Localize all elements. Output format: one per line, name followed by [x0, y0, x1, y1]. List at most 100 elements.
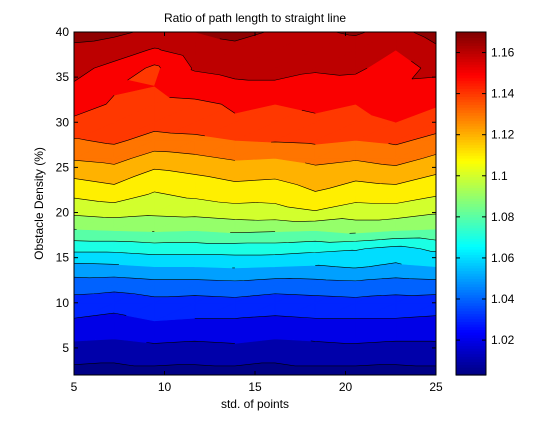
colorbar-swatch: [456, 125, 486, 130]
y-tick-label: 25: [56, 160, 70, 174]
colorbar-swatch: [456, 141, 486, 146]
contour-line: [73, 130, 437, 146]
colorbar-swatch: [456, 259, 486, 264]
colorbar-swatch: [456, 139, 486, 143]
colorbar-swatch: [456, 37, 486, 41]
colorbar-swatch: [456, 334, 486, 339]
chart-title: Ratio of path length to straight line: [164, 11, 346, 25]
colorbar-swatch: [456, 324, 486, 328]
colorbar-tick-label: 1.06: [491, 251, 515, 265]
colorbar-swatch: [456, 251, 486, 256]
colorbar-swatch: [456, 66, 486, 71]
colorbar-swatch: [456, 157, 486, 162]
colorbar-swatch: [456, 275, 486, 280]
colorbar-swatch: [456, 361, 486, 365]
x-tick-label: 10: [158, 380, 172, 394]
colorbar-swatch: [456, 267, 486, 272]
colorbar-swatch: [456, 305, 486, 309]
colorbar-swatch: [456, 227, 486, 231]
colorbar-tick-label: 1.08: [491, 210, 515, 224]
colorbar-swatch: [456, 160, 486, 164]
colorbar-swatch: [456, 187, 486, 191]
colorbar-swatch: [456, 262, 486, 266]
colorbar-swatch: [456, 90, 486, 95]
colorbar-swatch: [456, 348, 486, 352]
colorbar-swatch: [456, 120, 486, 124]
colorbar-swatch: [456, 128, 486, 132]
colorbar-swatch: [456, 243, 486, 247]
colorbar-swatch: [456, 332, 486, 336]
colorbar-swatch: [456, 50, 486, 55]
colorbar: [455, 31, 487, 376]
colorbar-swatch: [456, 356, 486, 360]
colorbar-swatch: [456, 168, 486, 172]
contour-line: [73, 276, 437, 282]
colorbar-swatch: [456, 230, 486, 234]
x-tick-label: 25: [429, 380, 443, 394]
x-tick-label: 20: [339, 380, 353, 394]
colorbar-swatch: [456, 273, 486, 277]
colorbar-swatch: [456, 64, 486, 68]
contour-line: [73, 150, 437, 166]
colorbar-swatch: [456, 342, 486, 347]
y-tick-label: 20: [56, 206, 70, 220]
colorbar-tick-label: 1.14: [491, 87, 515, 101]
x-axis-label: std. of points: [221, 397, 289, 411]
colorbar-swatch: [456, 88, 486, 92]
colorbar-swatch: [456, 208, 486, 213]
colorbar-swatch: [456, 326, 486, 331]
y-tick-label: 40: [56, 25, 70, 39]
colorbar-swatch: [456, 34, 486, 38]
contour-line: [73, 362, 436, 367]
colorbar-swatch: [456, 283, 486, 288]
colorbar-swatch: [456, 216, 486, 221]
colorbar-swatch: [456, 80, 486, 84]
colorbar-swatch: [456, 198, 486, 202]
colorbar-swatch: [456, 195, 486, 199]
colorbar-swatch: [456, 101, 486, 105]
colorbar-swatch: [456, 369, 486, 373]
colorbar-swatch: [456, 107, 486, 111]
colorbar-swatch: [456, 96, 486, 100]
colorbar-swatch: [456, 147, 486, 151]
contour-line: [73, 47, 437, 82]
y-tick-label: 15: [56, 251, 70, 265]
colorbar-swatch: [456, 294, 486, 298]
colorbar-swatch: [456, 144, 486, 148]
colorbar-swatch: [456, 211, 486, 215]
contour-line: [73, 237, 437, 244]
contour-line: [74, 245, 437, 256]
colorbar-swatch: [456, 235, 486, 239]
colorbar-swatch: [456, 133, 486, 138]
colorbar-swatch: [456, 313, 486, 317]
colorbar-swatch: [456, 222, 486, 226]
colorbar-swatch: [456, 117, 486, 122]
colorbar-swatch: [456, 353, 486, 357]
colorbar-swatch: [456, 219, 486, 223]
colorbar-swatch: [456, 74, 486, 79]
colorbar-swatch: [456, 265, 486, 269]
contour-line: [73, 191, 437, 212]
colorbar-swatch: [456, 192, 486, 197]
colorbar-swatch: [456, 254, 486, 258]
colorbar-swatch: [456, 109, 486, 113]
colorbar-swatch: [456, 289, 486, 293]
colorbar-swatch: [456, 238, 486, 242]
contour-line: [146, 340, 437, 344]
colorbar-swatch: [456, 152, 486, 156]
colorbar-swatch: [456, 249, 486, 253]
colorbar-swatch: [456, 42, 486, 46]
colorbar-swatch: [456, 224, 486, 229]
colorbar-swatch: [456, 345, 486, 349]
contour-line-layer: [73, 31, 437, 367]
colorbar-swatch: [456, 48, 486, 52]
colorbar-swatch: [456, 321, 486, 325]
colorbar-tick-label: 1.04: [491, 292, 515, 306]
contour-line: [73, 31, 437, 45]
y-tick-label: 30: [56, 115, 70, 129]
colorbar-swatch: [456, 299, 486, 304]
contour-line: [73, 64, 316, 117]
colorbar-tick-label: 1.02: [491, 333, 515, 347]
contour-line: [73, 168, 437, 192]
